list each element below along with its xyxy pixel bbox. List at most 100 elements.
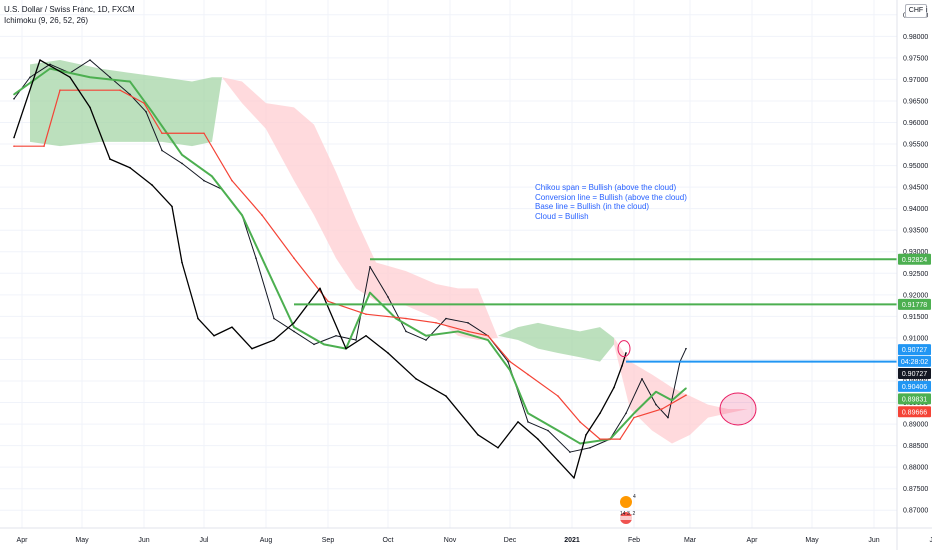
conversion-line-point xyxy=(671,399,673,402)
price-tag: 0.89666 xyxy=(898,406,931,418)
price-tag: 0.91778 xyxy=(898,298,931,310)
conversion-line-point xyxy=(509,369,511,372)
lagging-span-point xyxy=(69,76,71,79)
conversion-line-point xyxy=(129,80,131,83)
lagging-span-point xyxy=(557,459,559,462)
bullish-cloud-segment xyxy=(498,322,614,362)
base-line-point xyxy=(619,438,621,440)
bullish-cloud-segment xyxy=(30,60,222,147)
conversion-line-point xyxy=(181,153,183,156)
lagging-span-point xyxy=(537,438,539,440)
price-series-point xyxy=(507,360,509,363)
x-tick-label: Aug xyxy=(260,537,273,544)
price-tag: 04:28:02 xyxy=(898,355,931,367)
conversion-line-point xyxy=(265,266,267,268)
base-line-point xyxy=(509,360,511,363)
x-tick-label: Apr xyxy=(17,537,29,544)
conversion-line xyxy=(13,67,687,445)
lagging-span-point xyxy=(89,106,91,109)
price-tag-label: 0.89666 xyxy=(902,409,927,416)
y-tick-label: 0.87000 xyxy=(903,508,928,515)
conversion-line-point xyxy=(685,387,687,390)
price-series-point xyxy=(445,317,447,320)
y-tick-label: 0.94000 xyxy=(903,206,928,213)
price-series-point xyxy=(589,446,591,449)
price-tag-bg xyxy=(898,406,931,418)
y-tick-label: 0.93500 xyxy=(903,228,928,235)
base-line-point xyxy=(467,330,469,333)
y-tick-label: 0.95000 xyxy=(903,163,928,170)
price-tag: 0.92824 xyxy=(898,253,931,265)
lagging-span-point xyxy=(585,434,587,436)
base-line-point xyxy=(13,145,15,147)
x-tick-label: Jul xyxy=(200,537,209,544)
base-line-point xyxy=(143,102,145,104)
lagging-span-point xyxy=(599,412,601,415)
price-tag-label: 0.91778 xyxy=(902,302,927,309)
price-series-point xyxy=(161,149,163,152)
price-tag-label: 0.90727 xyxy=(902,371,927,378)
conversion-line-point xyxy=(487,339,489,341)
price-series-point xyxy=(667,416,669,419)
base-line-point xyxy=(599,438,601,440)
annotation-line: Base line = Bullish (in the cloud) xyxy=(535,202,650,211)
lagging-span-point xyxy=(273,339,275,341)
bearish-cloud-segment xyxy=(222,77,498,341)
lagging-span-point xyxy=(39,59,41,61)
base-line-point xyxy=(43,145,45,147)
chart-header: U.S. Dollar / Swiss Franc, 1D, FXCM Ichi… xyxy=(4,4,135,26)
y-tick-label: 0.97500 xyxy=(903,55,928,62)
price-series-point xyxy=(181,162,183,165)
y-tick-label: 0.92000 xyxy=(903,292,928,299)
horizontal-levels xyxy=(294,258,897,363)
price-tag-bg xyxy=(898,344,931,356)
lagging-span-point xyxy=(517,421,519,423)
indicator-label[interactable]: Ichimoku (9, 26, 52, 26) xyxy=(4,16,89,25)
lagging-span-point xyxy=(613,386,615,389)
price-series-point xyxy=(685,347,687,350)
base-line xyxy=(13,89,687,440)
bearish-cloud-segment xyxy=(614,337,748,444)
conversion-line-point xyxy=(457,330,459,333)
conversion-line-point xyxy=(241,214,243,216)
price-series-point xyxy=(293,330,295,333)
conversion-line-point xyxy=(151,110,153,113)
lagging-span-point xyxy=(365,334,367,337)
price-series-point xyxy=(109,76,111,79)
x-tick-label: Feb xyxy=(628,537,640,544)
price-tag-label: 0.92824 xyxy=(902,257,927,264)
conversion-line-point xyxy=(395,317,397,320)
base-line-point xyxy=(405,317,407,320)
conversion-line-point xyxy=(579,442,581,445)
price-series-point xyxy=(369,266,371,268)
y-tick-label: 0.91500 xyxy=(903,314,928,321)
symbol-title: U.S. Dollar / Swiss Franc, 1D, FXCM xyxy=(4,5,135,14)
lagging-span-point xyxy=(151,184,153,186)
earnings-icon xyxy=(620,496,632,508)
event-icons[interactable] xyxy=(620,496,632,524)
price-tag-bg xyxy=(898,355,931,367)
x-tick-label: Oct xyxy=(383,537,394,544)
base-line-point xyxy=(59,89,61,91)
y-tick-label: 0.97000 xyxy=(903,77,928,84)
price-series-point xyxy=(255,257,257,259)
price-tag: 0.89831 xyxy=(898,393,931,405)
base-line-point xyxy=(527,373,529,376)
currency-button[interactable]: CHF xyxy=(905,4,927,18)
price-series-point xyxy=(387,296,389,298)
x-tick-label: Jun xyxy=(138,537,149,544)
price-tags: 0.92824 0.91778 0.90727 04:28:02 0.90727 0.90… xyxy=(898,253,931,418)
lagging-span xyxy=(13,59,627,479)
conversion-line-point xyxy=(49,67,51,70)
price-tag: 0.90727 xyxy=(898,367,931,379)
x-tick-label: Apr xyxy=(747,537,759,544)
lagging-span-point xyxy=(213,334,215,337)
price-series-point xyxy=(355,339,357,341)
x-tick-label: Jun xyxy=(868,537,879,544)
conversion-line-point xyxy=(425,334,427,337)
y-tick-label: 0.96500 xyxy=(903,98,928,105)
annotation-line: Chikou span = Bullish (above the cloud) xyxy=(535,183,677,192)
scale-marker: i xyxy=(926,7,928,14)
base-line-point xyxy=(365,313,367,316)
